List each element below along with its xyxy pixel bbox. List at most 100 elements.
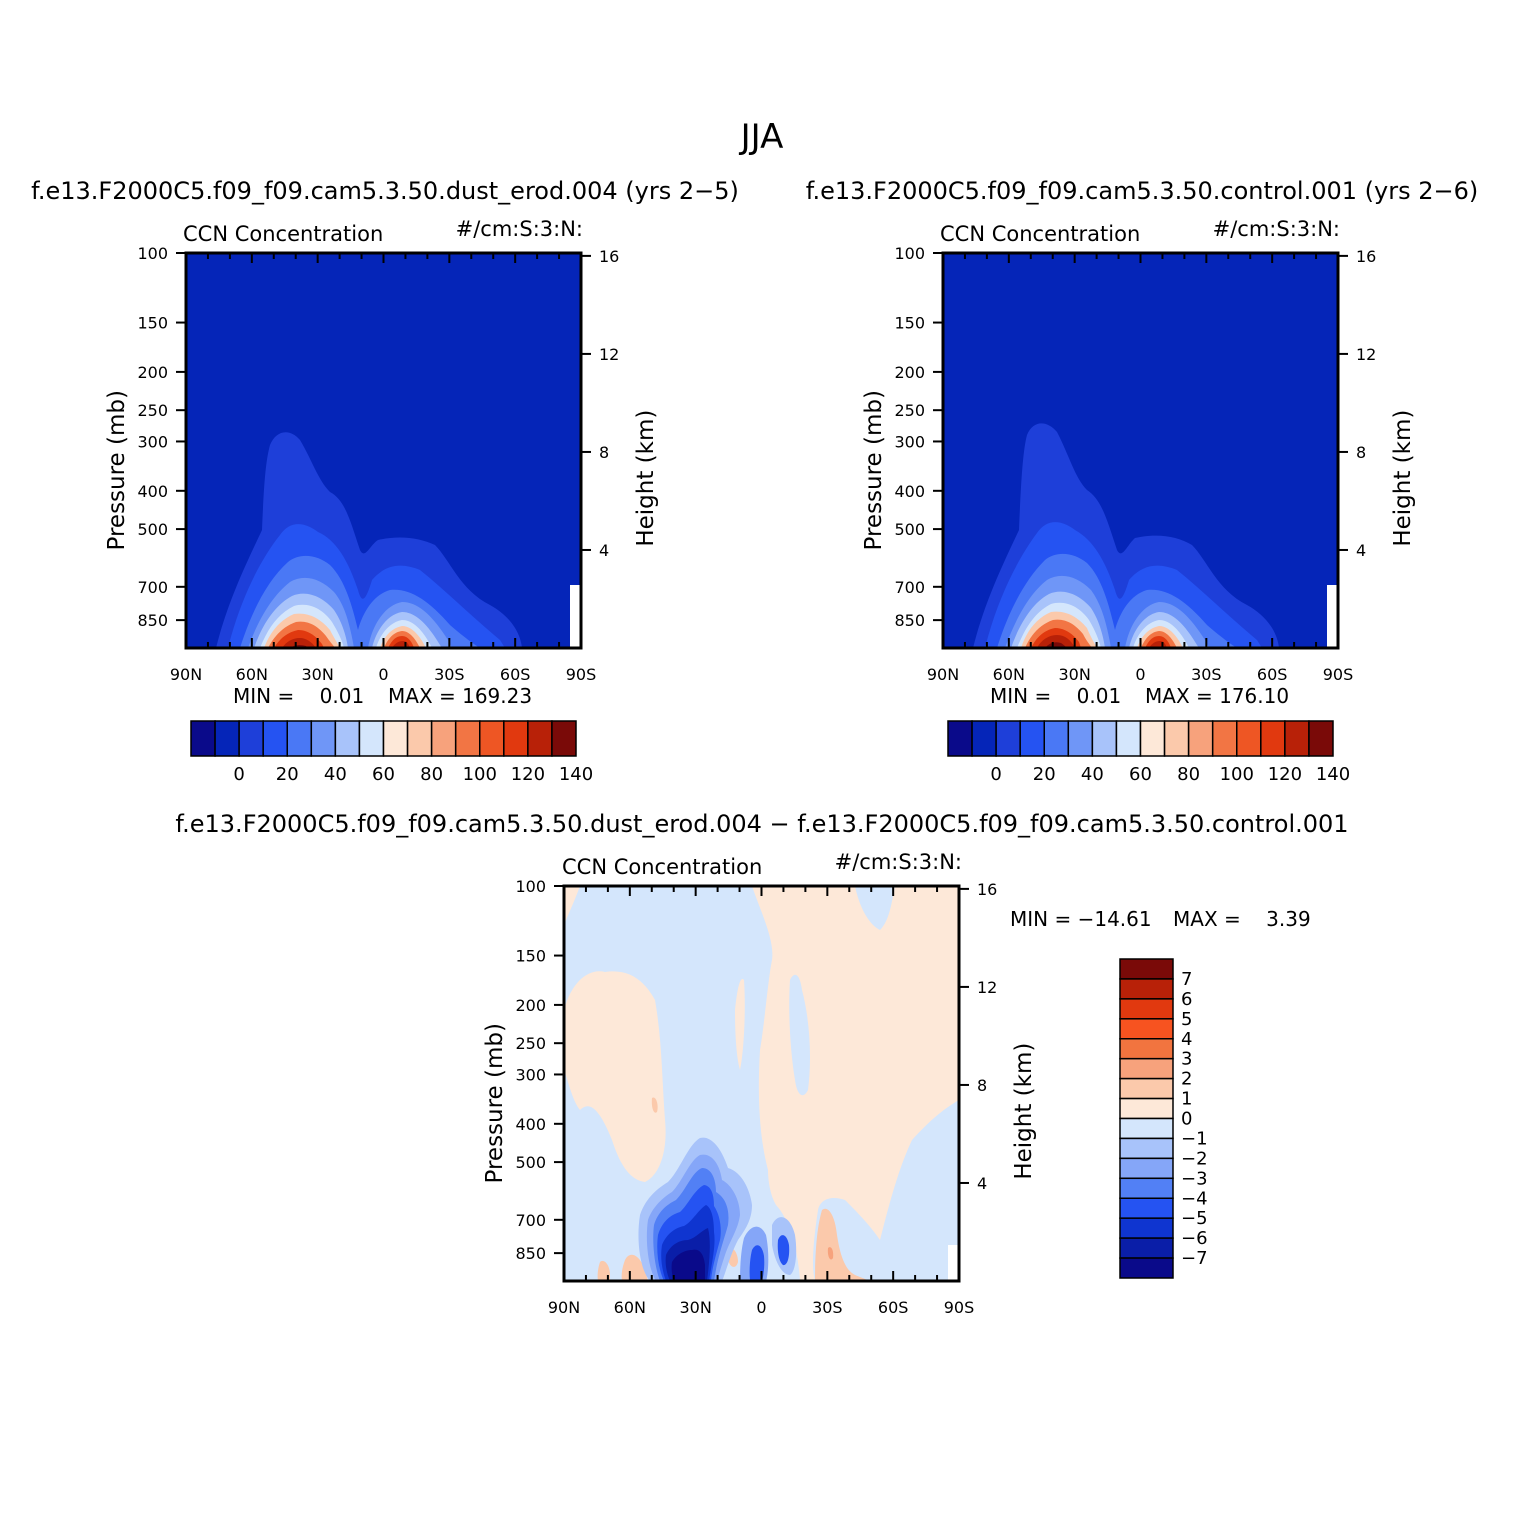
x-tick-label: 90S xyxy=(566,665,597,684)
panel-3-positive-eq-col xyxy=(735,979,745,1070)
panel-3-neg-sh-2 xyxy=(777,1235,790,1266)
colorbar-box xyxy=(503,720,529,757)
colorbar-label: 20 xyxy=(1033,764,1056,785)
y-tick-label: 300 xyxy=(894,432,925,451)
panel-1-title: f.e13.F2000C5.f09_f09.cam5.3.50.dust_ero… xyxy=(31,177,739,205)
colorbar-box xyxy=(1119,1157,1174,1180)
colorbar-label: −1 xyxy=(1181,1128,1208,1149)
colorbar-box xyxy=(1043,720,1070,757)
x-tick-label: 90S xyxy=(944,1298,975,1317)
x-tick-label: 30N xyxy=(680,1298,712,1317)
colorbar-box xyxy=(479,720,505,757)
y2-tick-label: 8 xyxy=(1356,443,1366,462)
colorbar-label: 60 xyxy=(1129,764,1152,785)
colorbar-box xyxy=(995,720,1021,757)
colorbar-box xyxy=(1260,720,1286,757)
x-tick-label: 60N xyxy=(614,1298,646,1317)
y-tick-label: 500 xyxy=(515,1153,546,1172)
panel-1-missing-strip xyxy=(570,585,581,648)
panel-3-axes: 90N 60N 30N 0 30S 60S 90S 100 150 200 250 300 400 500… xyxy=(482,877,1037,1317)
x-tick-label: 90N xyxy=(170,665,202,684)
colorbar-box xyxy=(1119,1038,1174,1060)
colorbar-label: 80 xyxy=(420,764,443,785)
colorbar-box xyxy=(1187,720,1214,757)
colorbar-label: 0 xyxy=(233,764,244,785)
colorbar-label: 2 xyxy=(1181,1069,1192,1090)
colorbar-box xyxy=(1119,1057,1174,1080)
y-axis-title: Pressure (mb) xyxy=(104,390,130,550)
x-tick-label: 60N xyxy=(993,665,1025,684)
colorbar-box xyxy=(1119,958,1174,980)
panel-2-min: MIN = 0.01 xyxy=(990,684,1121,708)
y-tick-label: 100 xyxy=(894,244,925,263)
colorbar-label: 4 xyxy=(1181,1029,1192,1050)
colorbar-label: −5 xyxy=(1181,1208,1208,1229)
colorbar-box xyxy=(406,720,433,757)
x-tick-label: 30N xyxy=(1059,665,1091,684)
y-tick-label: 150 xyxy=(515,947,546,966)
colorbar-box xyxy=(238,720,264,757)
colorbar-box xyxy=(1119,1237,1174,1259)
panel-1-max: MAX = 169.23 xyxy=(388,684,532,708)
panel-2-plot-area: 90N 60N 30N 0 30S 60S 90S 100 150 200 250 300 400 500… xyxy=(861,244,1416,684)
colorbar-label: 140 xyxy=(1316,764,1350,785)
x-tick-label: 60S xyxy=(500,665,531,684)
colorbar-box xyxy=(1139,720,1166,757)
colorbar-label: 5 xyxy=(1181,1009,1192,1030)
y2-axis-title: Height (km) xyxy=(1011,1043,1037,1180)
colorbar-box xyxy=(1091,720,1118,757)
y2-tick-label: 4 xyxy=(977,1174,987,1193)
y2-tick-label: 12 xyxy=(977,978,997,997)
panel-2-right-label: #/cm:S:3:N: xyxy=(1213,217,1340,241)
colorbar-box xyxy=(430,720,457,757)
colorbar-label: 120 xyxy=(511,764,545,785)
x-tick-label: 60N xyxy=(236,665,268,684)
panel-2-max: MAX = 176.10 xyxy=(1145,684,1289,708)
panel-2-axes: 90N 60N 30N 0 30S 60S 90S 100 150 200 250 300 400 500… xyxy=(861,244,1416,684)
x-tick-label: 0 xyxy=(1135,665,1145,684)
y2-tick-label: 4 xyxy=(1356,541,1366,560)
colorbar-box xyxy=(262,720,288,757)
panel-3-plot-area: 90N 60N 30N 0 30S 60S 90S 100 150 200 250 300 400 500… xyxy=(482,877,1037,1317)
colorbar-box xyxy=(190,720,216,757)
colorbar-box xyxy=(1067,720,1094,757)
panel-3-pos-spot-6 xyxy=(827,1247,834,1260)
y-tick-label: 300 xyxy=(137,432,168,451)
colorbar-label: −6 xyxy=(1181,1228,1208,1249)
y-tick-label: 200 xyxy=(894,363,925,382)
colorbar-label: 20 xyxy=(276,764,299,785)
panel-3-positive-sh-col xyxy=(789,974,810,1096)
y-tick-label: 700 xyxy=(515,1211,546,1230)
colorbar-label: 80 xyxy=(1177,764,1200,785)
y-axis-title: Pressure (mb) xyxy=(861,390,887,550)
y-tick-label: 250 xyxy=(137,401,168,420)
panel-1-contour-120-140 xyxy=(282,638,410,648)
colorbar-box xyxy=(1119,978,1174,1000)
x-tick-label: 90N xyxy=(927,665,959,684)
panel-2-contour-120-140 xyxy=(1037,635,1167,648)
x-tick-label: 60S xyxy=(878,1298,909,1317)
y2-axis-title: Height (km) xyxy=(633,410,659,547)
colorbar-label: 1 xyxy=(1181,1089,1192,1110)
panel-3-missing-strip xyxy=(948,1245,959,1281)
y2-tick-label: 16 xyxy=(599,247,619,266)
colorbar-box xyxy=(1163,720,1190,757)
colorbar-box xyxy=(1119,1018,1174,1040)
colorbar-box xyxy=(1119,1097,1174,1120)
colorbar-label: −2 xyxy=(1181,1148,1208,1169)
panel-3-positive-sh xyxy=(752,886,959,1281)
y-tick-label: 700 xyxy=(137,578,168,597)
panel-3-max: MAX = 3.39 xyxy=(1173,907,1311,931)
panel-3: f.e13.F2000C5.f09_f09.cam5.3.50.dust_ero… xyxy=(175,810,1348,1317)
panel-3-min: MIN = −14.61 xyxy=(1010,907,1152,931)
y-tick-label: 500 xyxy=(137,520,168,539)
colorbar-box xyxy=(551,720,577,757)
colorbar-label: 3 xyxy=(1181,1049,1192,1070)
y2-tick-label: 12 xyxy=(599,345,619,364)
x-tick-label: 90N xyxy=(548,1298,580,1317)
colorbar-label: 7 xyxy=(1181,969,1192,990)
y-tick-label: 850 xyxy=(137,611,168,630)
colorbar-label: 0 xyxy=(990,764,1001,785)
panel-1-plot-area: 90N 60N 30N 0 30S 60S 90S 100 150 200 250 300 400 500… xyxy=(104,244,659,684)
